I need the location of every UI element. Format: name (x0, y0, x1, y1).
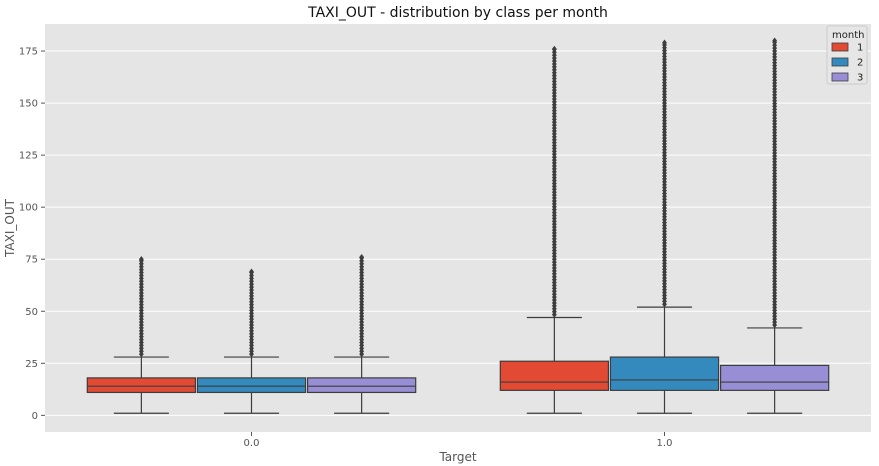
box-month-1-target-0.0 (86, 256, 197, 414)
legend-swatch (831, 57, 849, 67)
box-iqr (86, 377, 197, 394)
outlier-marker (772, 37, 778, 44)
outlier-marker (551, 45, 557, 53)
box-series (86, 37, 830, 414)
box-month-3-target-0.0 (306, 253, 417, 414)
outlier-points (551, 45, 557, 318)
legend-frame (826, 25, 868, 85)
y-tick-label: 25 (25, 359, 38, 370)
legend-swatch (831, 42, 849, 52)
box-month-1-target-1.0 (499, 45, 610, 414)
box-iqr (719, 364, 830, 391)
box-iqr (306, 377, 417, 394)
box-month-2-target-1.0 (609, 39, 720, 414)
outlier-points (772, 37, 778, 329)
y-tick-label: 125 (19, 151, 38, 162)
legend-label: 1 (857, 43, 863, 54)
box-iqr (609, 356, 720, 391)
outlier-points (662, 39, 667, 308)
box-month-2-target-0.0 (196, 268, 307, 414)
outlier-points (249, 268, 254, 358)
plot-area (45, 24, 871, 432)
gridlines (45, 50, 871, 416)
y-axis-label: TAXI_OUT (3, 198, 17, 258)
y-tick-label: 75 (25, 255, 38, 266)
y-tick-label: 50 (25, 307, 38, 318)
outlier-points (359, 253, 365, 358)
box-month-3-target-1.0 (719, 37, 830, 414)
outlier-marker (138, 256, 144, 263)
box-iqr (499, 360, 610, 391)
outlier-marker (249, 268, 254, 275)
x-tick-label: 0.0 (244, 438, 260, 449)
legend-title: month (832, 30, 864, 41)
y-tick-label: 175 (19, 47, 38, 58)
legend: month 1 2 3 (826, 25, 868, 85)
x-tick-label: 1.0 (657, 438, 673, 449)
y-tick-label: 0 (32, 411, 38, 422)
box-iqr (196, 377, 307, 394)
legend-label: 2 (857, 58, 863, 69)
y-tick-label: 150 (19, 99, 38, 110)
x-axis-label: Target (438, 450, 476, 464)
outlier-marker (662, 39, 667, 46)
outlier-points (138, 256, 144, 358)
outlier-marker (359, 253, 365, 261)
y-tick-label: 100 (19, 203, 38, 214)
legend-swatch (831, 72, 849, 82)
x-axis-ticks: 0.0 1.0 (244, 432, 673, 449)
chart-title: TAXI_OUT - distribution by class per mon… (307, 5, 608, 21)
y-axis-ticks: 0 25 50 75 100 125 150 175 (19, 47, 45, 422)
legend-label: 3 (857, 73, 863, 84)
